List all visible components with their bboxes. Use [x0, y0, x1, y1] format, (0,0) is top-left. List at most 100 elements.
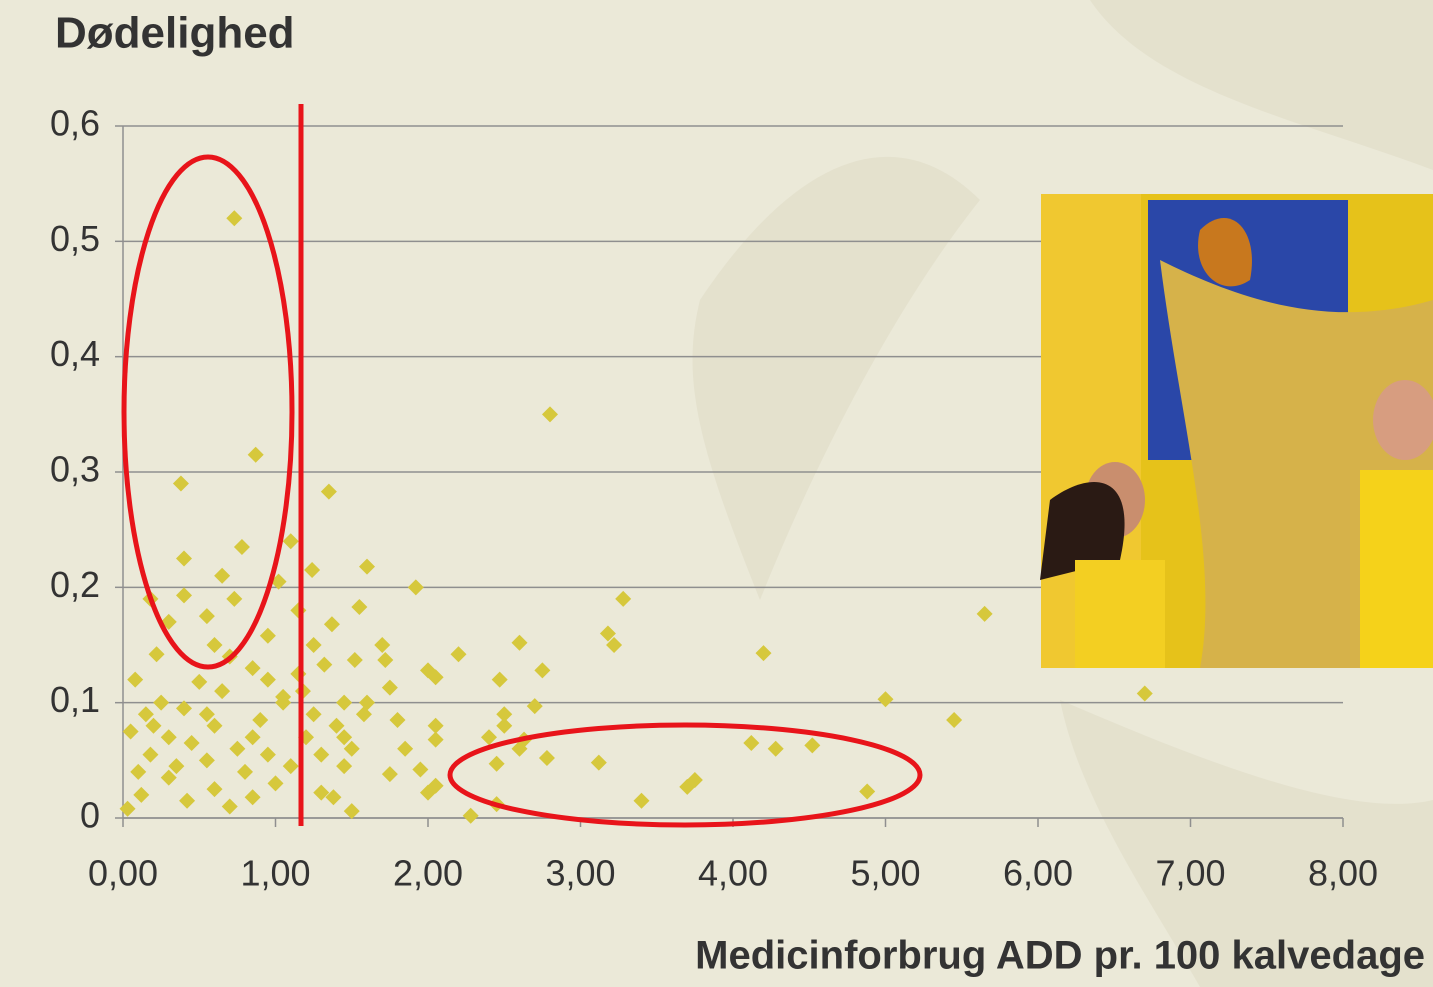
- data-point: [268, 775, 284, 791]
- data-point: [428, 718, 444, 734]
- data-point: [179, 793, 195, 809]
- data-point: [245, 660, 261, 676]
- data-point: [176, 587, 192, 603]
- data-point: [878, 691, 894, 707]
- data-point: [260, 747, 276, 763]
- data-point: [245, 789, 261, 805]
- data-point: [252, 712, 268, 728]
- highlight-ellipse: [450, 725, 920, 825]
- data-point: [142, 747, 158, 763]
- data-point: [316, 657, 332, 673]
- data-point: [451, 646, 467, 662]
- data-point: [356, 706, 372, 722]
- x-tick-label: 4,00: [698, 853, 768, 894]
- data-point: [207, 637, 223, 653]
- data-point: [222, 798, 238, 814]
- data-point: [489, 756, 505, 772]
- data-point: [336, 758, 352, 774]
- page: Dødelighed Medicinforbrug ADD pr. 100 ka…: [0, 0, 1433, 987]
- highlight-ellipse: [124, 157, 292, 667]
- chart: Dødelighed Medicinforbrug ADD pr. 100 ka…: [0, 0, 1433, 987]
- data-point: [382, 766, 398, 782]
- y-tick-label: 0,3: [50, 449, 100, 490]
- data-point: [120, 801, 136, 817]
- x-tick-label: 1,00: [240, 853, 310, 894]
- data-point: [229, 741, 245, 757]
- data-point: [304, 562, 320, 578]
- data-point: [260, 672, 276, 688]
- x-tick-label: 3,00: [545, 853, 615, 894]
- data-point: [859, 783, 875, 799]
- data-point: [184, 735, 200, 751]
- data-point: [347, 652, 363, 668]
- data-point: [946, 712, 962, 728]
- data-point: [634, 793, 650, 809]
- x-tick-label: 7,00: [1155, 853, 1225, 894]
- y-tick-label: 0,6: [50, 103, 100, 144]
- data-point: [615, 591, 631, 607]
- y-tick-label: 0: [80, 795, 100, 836]
- data-point: [408, 579, 424, 595]
- data-point: [377, 652, 393, 668]
- data-point: [214, 568, 230, 584]
- data-point: [382, 680, 398, 696]
- x-tick-label: 2,00: [393, 853, 463, 894]
- data-point: [199, 608, 215, 624]
- data-point: [283, 758, 299, 774]
- data-point: [199, 752, 215, 768]
- data-point: [176, 551, 192, 567]
- data-point: [248, 447, 264, 463]
- data-point: [743, 735, 759, 751]
- data-point: [412, 762, 428, 778]
- data-point: [214, 683, 230, 699]
- x-tick-label: 8,00: [1308, 853, 1378, 894]
- x-tick-label: 6,00: [1003, 853, 1073, 894]
- data-point: [351, 599, 367, 615]
- data-point: [463, 808, 479, 824]
- data-point: [374, 637, 390, 653]
- data-point: [539, 750, 555, 766]
- data-point: [496, 718, 512, 734]
- y-tick-label: 0,1: [50, 679, 100, 720]
- x-axis-title: Medicinforbrug ADD pr. 100 kalvedage: [695, 934, 1425, 978]
- data-point: [359, 695, 375, 711]
- data-point: [768, 741, 784, 757]
- data-point: [512, 635, 528, 651]
- y-tick-label: 0,5: [50, 218, 100, 259]
- data-point: [234, 539, 250, 555]
- data-point: [133, 787, 149, 803]
- data-point: [321, 484, 337, 500]
- data-point: [207, 781, 223, 797]
- data-point: [149, 646, 165, 662]
- data-point: [191, 674, 207, 690]
- y-tick-label: 0,4: [50, 333, 100, 374]
- data-point: [324, 616, 340, 632]
- data-point: [977, 606, 993, 622]
- data-point: [390, 712, 406, 728]
- data-point: [344, 803, 360, 819]
- chart-title: Dødelighed: [55, 9, 295, 58]
- data-point: [481, 729, 497, 745]
- data-point: [804, 737, 820, 753]
- x-tick-label: 0,00: [88, 853, 158, 894]
- data-point: [290, 666, 306, 682]
- x-tick-label: 5,00: [850, 853, 920, 894]
- data-point: [161, 729, 177, 745]
- data-point: [130, 764, 146, 780]
- photo: [1040, 194, 1433, 668]
- data-point: [542, 406, 558, 422]
- data-point: [260, 628, 276, 644]
- data-point: [306, 637, 322, 653]
- data-point: [527, 698, 543, 714]
- data-point: [127, 672, 143, 688]
- data-point: [313, 747, 329, 763]
- data-point: [306, 706, 322, 722]
- data-point: [290, 602, 306, 618]
- data-point: [245, 729, 261, 745]
- data-point: [226, 210, 242, 226]
- data-point: [1137, 685, 1153, 701]
- data-point: [534, 662, 550, 678]
- data-point: [492, 672, 508, 688]
- data-point: [397, 741, 413, 757]
- data-point: [359, 559, 375, 575]
